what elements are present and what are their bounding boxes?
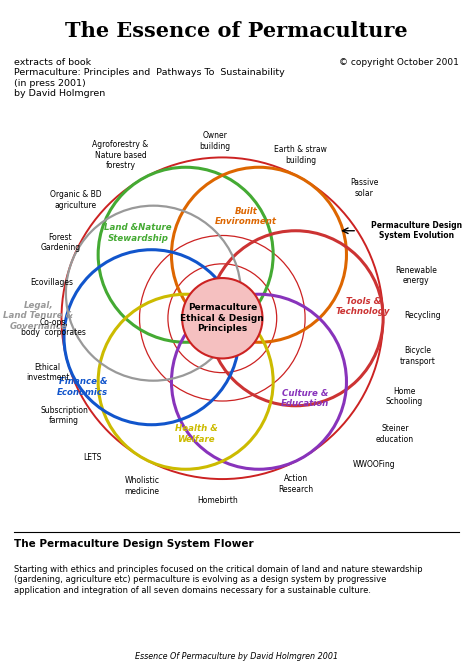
Text: Finance &
Economics: Finance & Economics: [57, 377, 108, 397]
Text: Permaculture
Ethical & Design
Principles: Permaculture Ethical & Design Principles: [180, 304, 264, 333]
Text: Land &Nature
Stewardship: Land &Nature Stewardship: [104, 223, 172, 243]
Text: Recycling: Recycling: [404, 312, 441, 320]
Text: Earth & straw
building: Earth & straw building: [274, 145, 327, 165]
Text: Health &
Welfare: Health & Welfare: [175, 424, 218, 444]
Text: extracts of book
Permaculture: Principles and  Pathways To  Sustainability
(in p: extracts of book Permaculture: Principle…: [14, 58, 285, 98]
Text: Bicycle
transport: Bicycle transport: [400, 346, 436, 366]
Text: The Essence of Permaculture: The Essence of Permaculture: [65, 21, 408, 42]
Text: WWOOFing: WWOOFing: [352, 460, 395, 470]
Text: Co-ops,
body  corporates: Co-ops, body corporates: [21, 318, 86, 338]
Text: LETS: LETS: [83, 454, 101, 462]
Text: Steiner
education: Steiner education: [376, 424, 414, 444]
Text: Home
Schooling: Home Schooling: [385, 387, 423, 406]
Text: © copyright October 2001: © copyright October 2001: [339, 58, 459, 67]
Text: Permaculture Design
System Evolution: Permaculture Design System Evolution: [371, 221, 463, 241]
Text: Legal,
Land Tenure &
Governance: Legal, Land Tenure & Governance: [3, 301, 73, 331]
Text: Agroforestry &
Nature based
forestry: Agroforestry & Nature based forestry: [93, 140, 149, 170]
Text: Action
Research: Action Research: [278, 474, 313, 494]
Text: Passive
solar: Passive solar: [350, 178, 378, 198]
Text: The Permaculture Design System Flower: The Permaculture Design System Flower: [14, 539, 254, 549]
Text: Starting with ethics and principles focused on the critical domain of land and n: Starting with ethics and principles focu…: [14, 565, 423, 595]
Text: Wholistic
medicine: Wholistic medicine: [124, 476, 159, 496]
Circle shape: [182, 278, 263, 358]
Text: Renewable
energy: Renewable energy: [395, 266, 437, 285]
Text: Homebirth: Homebirth: [197, 496, 238, 505]
Text: Culture &
Education: Culture & Education: [281, 389, 329, 408]
Text: Essence Of Permaculture by David Holmgren 2001: Essence Of Permaculture by David Holmgre…: [135, 653, 338, 661]
Text: Ecovillages: Ecovillages: [31, 278, 74, 287]
Text: Built
Environment: Built Environment: [215, 207, 277, 226]
Text: Organic & BD
agriculture: Organic & BD agriculture: [50, 190, 101, 210]
Text: Forest
Gardening: Forest Gardening: [40, 233, 80, 253]
Text: Ethical
investment: Ethical investment: [26, 363, 70, 383]
Text: Owner
building: Owner building: [200, 131, 231, 151]
Text: Tools &
Technology: Tools & Technology: [336, 297, 390, 316]
Text: Subscription
farming: Subscription farming: [40, 405, 88, 425]
